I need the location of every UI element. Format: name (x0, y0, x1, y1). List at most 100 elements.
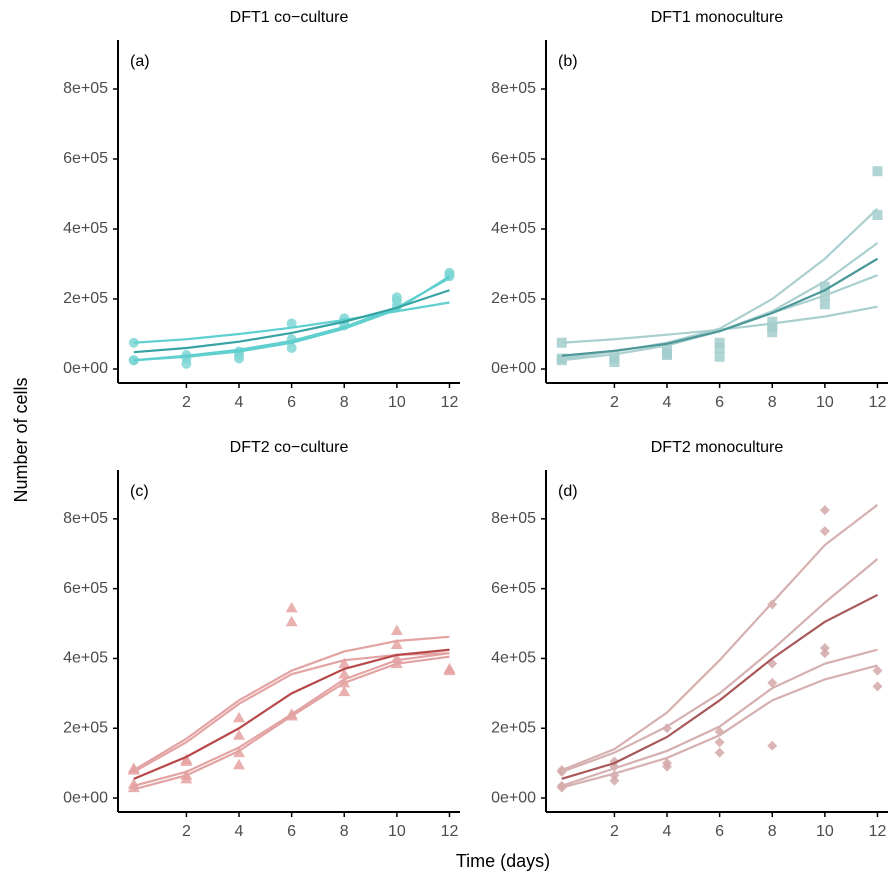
fit-line (561, 257, 879, 357)
fit-line (133, 648, 450, 780)
point (443, 664, 456, 676)
x-tick-label: 10 (816, 823, 834, 840)
y-tick-label: 8e+05 (491, 80, 536, 97)
y-tick-label: 4e+05 (63, 650, 108, 667)
x-tick-label: 2 (610, 823, 619, 840)
y-tick-label: 0e+00 (491, 789, 536, 806)
point (872, 166, 883, 177)
point (286, 318, 297, 329)
y-tick-label: 8e+05 (63, 80, 108, 97)
point (338, 668, 351, 679)
point (390, 638, 403, 649)
point (285, 601, 298, 613)
y-tick-label: 0e+00 (491, 360, 536, 377)
y-tick-label: 6e+05 (63, 150, 108, 167)
y-tick-label: 6e+05 (63, 580, 108, 597)
x-tick-label: 2 (182, 394, 191, 411)
point (338, 657, 351, 669)
point (233, 758, 246, 770)
x-tick-label: 6 (715, 394, 724, 411)
fit-line (561, 207, 879, 360)
fit-line (561, 305, 878, 344)
point (233, 711, 246, 723)
panel-title: DFT1 monoculture (651, 9, 784, 26)
point (662, 350, 673, 360)
point (286, 343, 297, 353)
point (819, 526, 830, 537)
y-tick-label: 0e+00 (63, 360, 108, 377)
x-tick-label: 12 (441, 823, 459, 840)
point (233, 729, 246, 740)
point (767, 316, 778, 327)
fit-line (561, 558, 879, 773)
y-tick-label: 4e+05 (491, 220, 536, 237)
x-tick-label: 12 (441, 394, 459, 411)
x-tick-label: 6 (287, 823, 296, 840)
fit-line (561, 504, 879, 772)
point (767, 322, 778, 332)
x-tick-label: 4 (235, 394, 244, 411)
point (714, 337, 725, 348)
x-tick-label: 8 (340, 394, 349, 411)
fit-line (133, 635, 450, 772)
panel-label: (b) (558, 53, 578, 70)
x-tick-label: 4 (663, 823, 672, 840)
point (714, 747, 725, 758)
x-tick-label: 8 (768, 394, 777, 411)
x-tick-label: 10 (816, 394, 834, 411)
point (714, 343, 725, 353)
point (819, 505, 830, 516)
x-tick-label: 8 (768, 823, 777, 840)
y-tick-label: 8e+05 (63, 510, 108, 527)
x-tick-label: 12 (869, 394, 887, 411)
point (180, 772, 193, 784)
y-tick-label: 2e+05 (63, 719, 108, 736)
panel-title: DFT1 co−culture (230, 9, 349, 26)
y-tick-label: 2e+05 (63, 290, 108, 307)
x-tick-label: 6 (715, 823, 724, 840)
fit-line (133, 289, 450, 354)
y-tick-label: 2e+05 (491, 719, 536, 736)
x-tick-label: 2 (182, 823, 191, 840)
point (180, 755, 193, 766)
x-tick-label: 8 (340, 823, 349, 840)
x-tick-label: 10 (388, 823, 406, 840)
point (819, 281, 830, 292)
point (338, 685, 351, 697)
y-tick-label: 4e+05 (491, 650, 536, 667)
point (872, 210, 883, 220)
point (662, 761, 673, 772)
fit-line (133, 655, 450, 791)
fit-line (561, 593, 878, 780)
point (819, 299, 830, 310)
y-tick-label: 8e+05 (491, 510, 536, 527)
y-tick-label: 6e+05 (491, 150, 536, 167)
y-tick-label: 4e+05 (63, 220, 108, 237)
y-tick-label: 0e+00 (63, 789, 108, 806)
fit-line (133, 652, 450, 787)
point (872, 681, 883, 692)
point (872, 665, 883, 676)
panel-label: (c) (130, 483, 149, 500)
fit-line (561, 648, 878, 787)
x-tick-label: 6 (287, 394, 296, 411)
point (390, 624, 403, 636)
point (819, 648, 830, 659)
x-tick-label: 10 (388, 394, 406, 411)
panel-label: (a) (130, 53, 150, 70)
fit-line (561, 664, 878, 789)
x-tick-label: 4 (235, 823, 244, 840)
x-tick-label: 12 (869, 823, 887, 840)
point (767, 327, 778, 338)
point (609, 775, 620, 786)
y-tick-label: 2e+05 (491, 290, 536, 307)
point (767, 677, 778, 688)
point (819, 642, 830, 653)
point (609, 357, 620, 367)
panel-title: DFT2 co−culture (230, 439, 349, 456)
point (181, 358, 192, 369)
y-tick-label: 6e+05 (491, 580, 536, 597)
point (714, 737, 725, 748)
y-axis-label: Number of cells (11, 377, 31, 502)
